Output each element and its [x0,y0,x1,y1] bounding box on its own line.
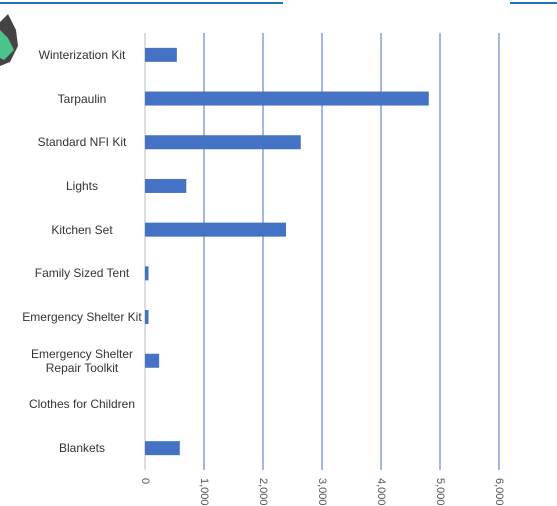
x-tick-label: 4,000 [375,478,387,506]
bar [145,135,301,150]
x-tick-label: 0 [139,478,151,484]
bar [145,222,287,237]
x-tick-label: 1,000 [198,478,210,506]
bar [145,91,429,106]
x-tick-label: 5,000 [434,478,446,506]
bar [145,47,177,62]
bar [145,353,160,368]
bar [145,441,180,456]
y-tick-label: Tarpaulin [57,91,107,106]
y-tick-label: Family Sized Tent [34,266,130,281]
bar [145,178,187,193]
bar [145,266,149,281]
y-tick-label: Lights [65,178,99,193]
x-tick-label: 6,000 [493,478,505,506]
y-tick-label: Blankets [58,441,106,456]
x-tick-label: 3,000 [316,478,328,506]
y-tick-label: Kitchen Set [51,222,113,237]
logo [0,14,18,66]
y-tick-label: Clothes for Children [28,397,136,412]
bar [145,310,149,325]
y-tick-label: Emergency Shelter Kit [22,310,142,325]
y-tick-label: Standard NFI Kit [37,135,127,150]
x-tick-label: 2,000 [257,478,269,506]
y-tick-label: Winterization Kit [38,47,126,62]
y-tick-label: Emergency Shelter Repair Toolkit [30,346,134,375]
